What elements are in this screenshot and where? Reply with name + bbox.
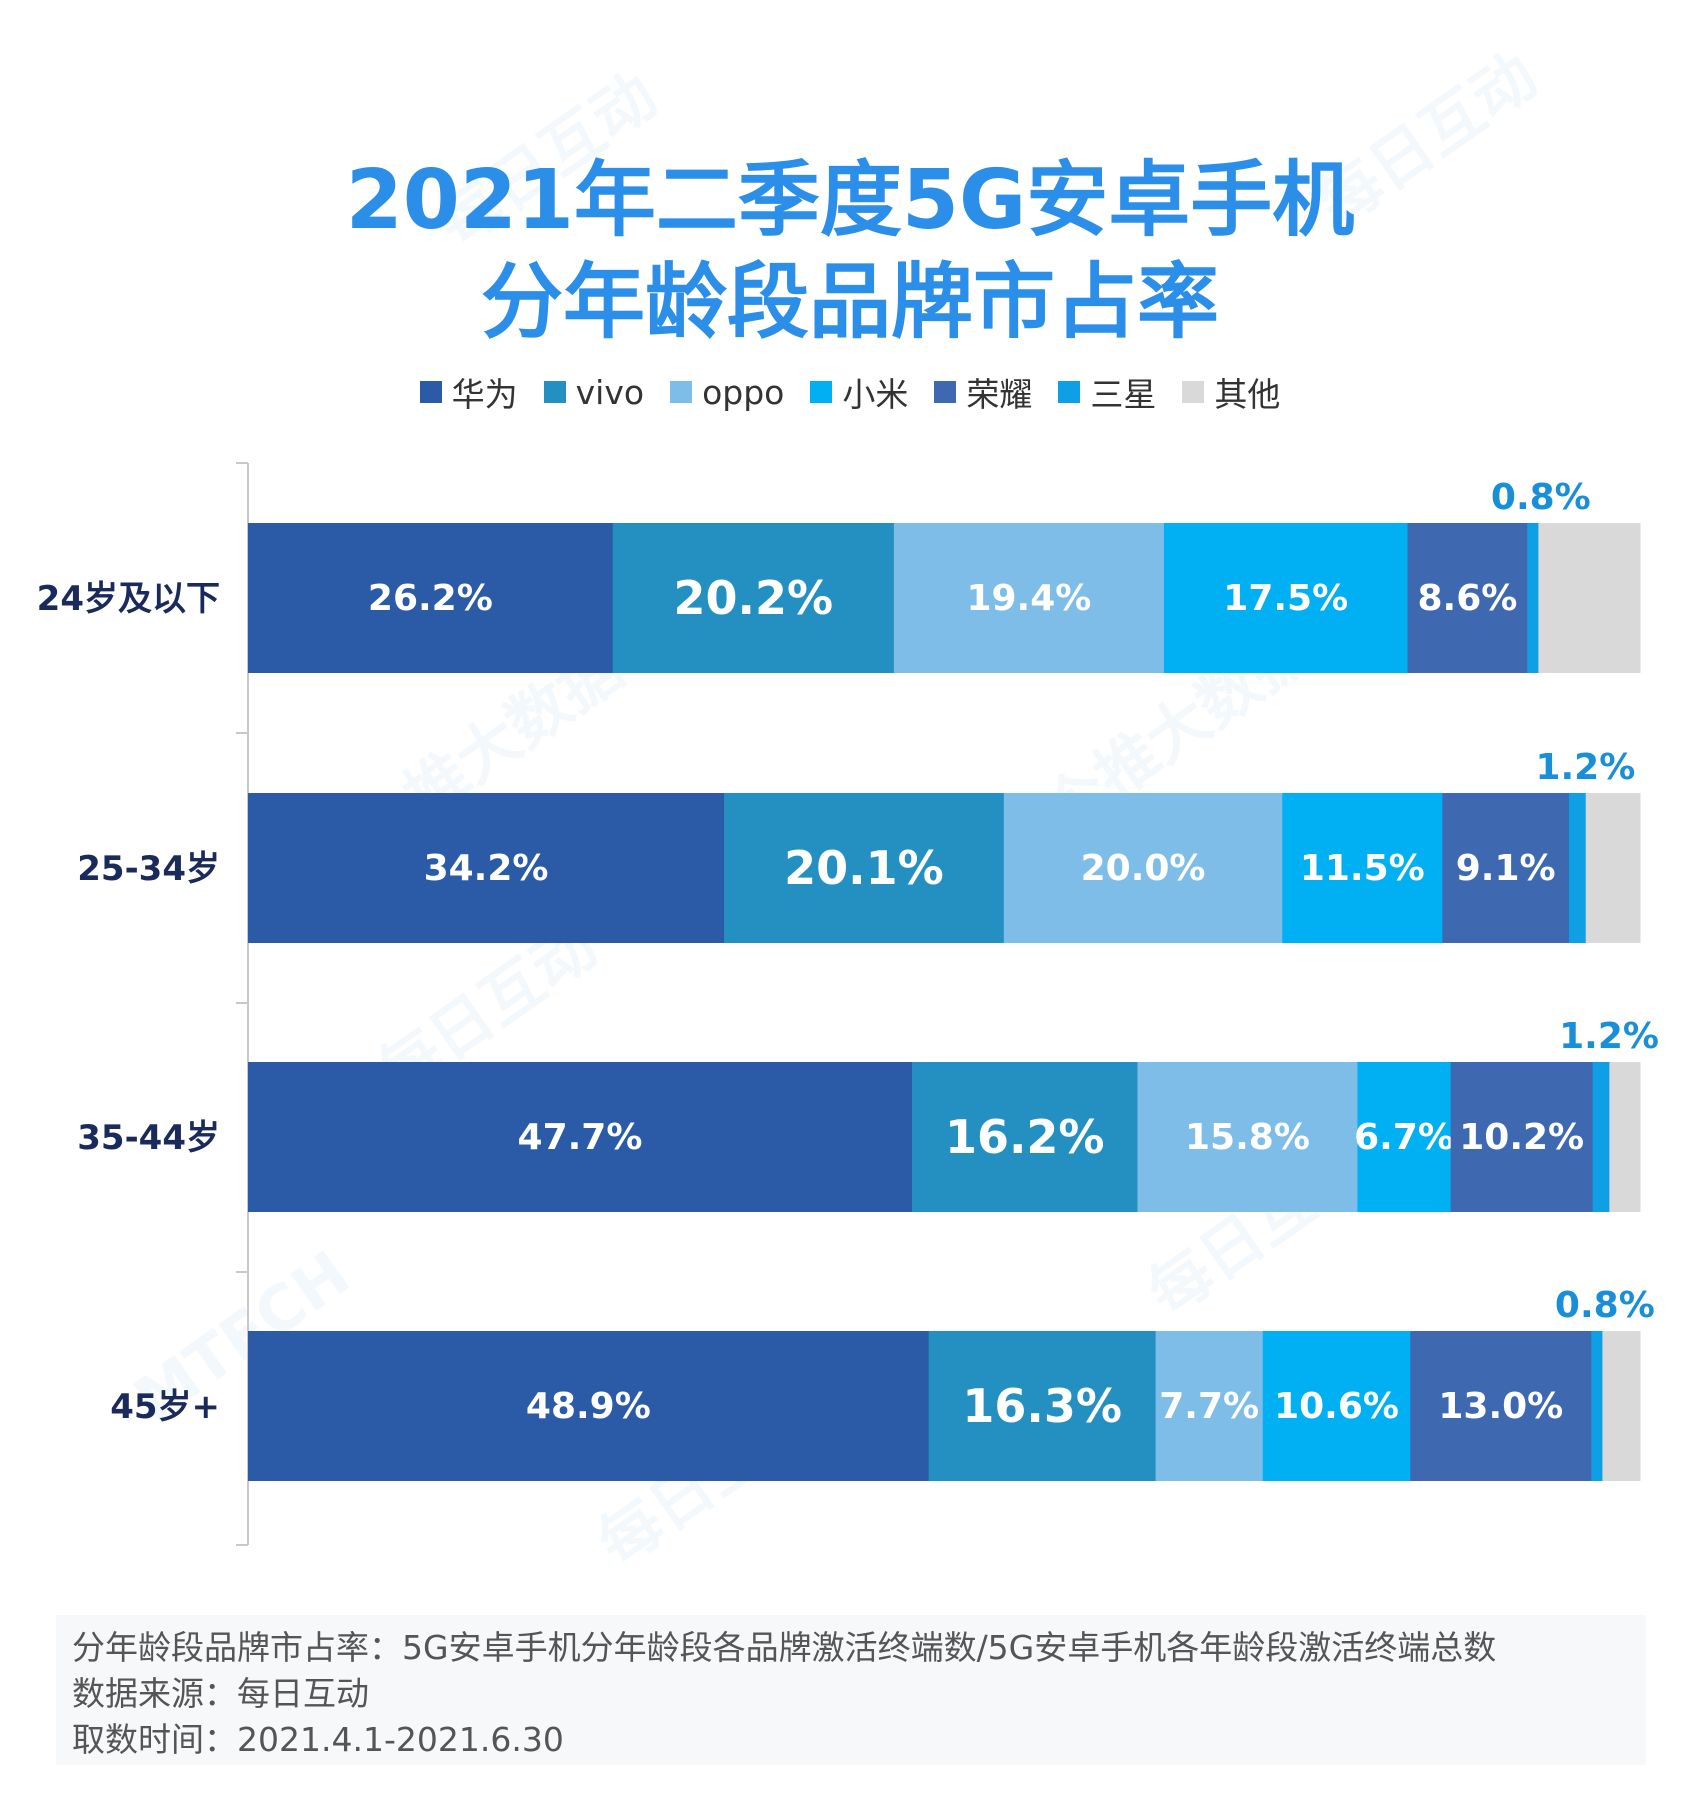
bar-segment-huawei <box>248 1331 930 1481</box>
bar-segment-vivo <box>911 1062 1138 1212</box>
data-label-vivo: 16.2% <box>945 1110 1105 1164</box>
category-label: 45岁+ <box>110 1387 220 1427</box>
data-label-xiaomi: 11.5% <box>1300 848 1425 889</box>
bar-segment-other <box>1538 523 1641 673</box>
bar-segment-huawei <box>248 523 614 673</box>
bar-segment-xiaomi <box>1282 793 1443 943</box>
data-label-honor: 10.2% <box>1459 1117 1584 1158</box>
legend-label-oppo: oppo <box>702 372 785 412</box>
data-label-honor: 8.6% <box>1417 578 1517 619</box>
bar-segment-xiaomi <box>1262 1331 1411 1481</box>
data-label-oppo: 15.8% <box>1185 1117 1310 1158</box>
chart-title-line-2: 分年龄段品牌市占率 <box>480 255 1219 350</box>
legend-label-samsung: 三星 <box>1090 375 1157 414</box>
legend-item-huawei: 华为 <box>419 368 518 416</box>
legend-swatch-other <box>1182 381 1205 403</box>
data-label-samsung: 0.8% <box>1491 477 1591 518</box>
bar-segment-huawei <box>248 793 725 943</box>
bar-segment-other <box>1609 1062 1641 1212</box>
legend-label-honor: 荣耀 <box>966 375 1033 414</box>
legend-label-huawei: 华为 <box>451 375 518 414</box>
bar-segment-samsung <box>1569 793 1587 943</box>
bar-segment-huawei <box>248 1062 913 1212</box>
bar-segment-samsung <box>1592 1062 1610 1212</box>
legend-item-other: 其他 <box>1182 368 1280 416</box>
category-label: 24岁及以下 <box>37 579 220 619</box>
category-label: 35-44岁 <box>77 1118 220 1158</box>
bar-segment-vivo <box>724 793 1005 943</box>
data-label-oppo: 7.7% <box>1159 1386 1259 1427</box>
legend-swatch-oppo <box>670 381 693 403</box>
data-label-oppo: 19.4% <box>966 578 1091 619</box>
category-label: 25-34岁 <box>77 849 220 889</box>
bar-segment-samsung <box>1527 523 1539 673</box>
bar-segment-other <box>1585 793 1641 943</box>
legend-item-oppo: oppo <box>670 373 784 412</box>
footnote-source: 数据来源：每日互动 <box>72 1674 369 1713</box>
bar-segment-oppo <box>1003 793 1283 943</box>
legend-item-samsung: 三星 <box>1058 368 1156 416</box>
bar-segment-xiaomi <box>1357 1062 1452 1212</box>
data-label-samsung: 1.2% <box>1559 1016 1659 1057</box>
legend-swatch-honor <box>934 381 957 403</box>
data-label-huawei: 26.2% <box>368 578 493 619</box>
bar-segment-oppo <box>1155 1331 1264 1481</box>
data-label-xiaomi: 6.7% <box>1354 1117 1454 1158</box>
bar-segment-honor <box>1450 1062 1594 1212</box>
bar-segment-honor <box>1407 523 1528 673</box>
bar-segment-samsung <box>1591 1331 1603 1481</box>
bar-segment-vivo <box>928 1331 1157 1481</box>
stacked-bar-chart: 24岁及以下 26.2% 20.2% 19.4% 17.5% 8.6% 0.8% 25-34岁… <box>37 462 1659 1546</box>
data-label-honor: 13.0% <box>1438 1386 1563 1427</box>
legend-swatch-huawei <box>419 381 442 403</box>
legend-item-xiaomi: 小米 <box>810 368 908 416</box>
bar-segment-oppo <box>1137 1062 1358 1212</box>
data-label-huawei: 34.2% <box>424 848 549 889</box>
footnote: 分年龄段品牌市占率：5G安卓手机分年龄段各品牌激活终端数/5G安卓手机各年龄段激… <box>56 1615 1646 1765</box>
data-label-huawei: 47.7% <box>518 1117 643 1158</box>
bar-segment-oppo <box>893 523 1165 673</box>
data-label-xiaomi: 17.5% <box>1223 578 1348 619</box>
legend-swatch-vivo <box>543 381 566 403</box>
data-label-vivo: 20.2% <box>673 571 833 625</box>
legend-item-vivo: vivo <box>543 372 645 412</box>
data-label-oppo: 20.0% <box>1081 848 1206 889</box>
legend-item-honor: 荣耀 <box>934 368 1032 416</box>
chart-title-line-1: 2021年二季度5G安卓手机 <box>345 153 1355 248</box>
bar-segment-honor <box>1410 1331 1592 1481</box>
data-label-vivo: 20.1% <box>784 841 944 895</box>
footnote-definition: 分年龄段品牌市占率：5G安卓手机分年龄段各品牌激活终端数/5G安卓手机各年龄段激… <box>72 1628 1497 1667</box>
bar-segment-xiaomi <box>1163 523 1409 673</box>
data-label-honor: 9.1% <box>1456 848 1556 889</box>
data-label-samsung: 0.8% <box>1555 1285 1655 1326</box>
data-label-xiaomi: 10.6% <box>1274 1386 1399 1427</box>
chart-title: 2021年二季度5G安卓手机 分年龄段品牌市占率 <box>0 150 1700 354</box>
bar-segment-other <box>1602 1331 1641 1481</box>
legend-swatch-samsung <box>1058 381 1081 403</box>
data-label-huawei: 48.9% <box>526 1386 651 1427</box>
bar-segment-vivo <box>612 523 895 673</box>
data-label-samsung: 1.2% <box>1535 747 1635 788</box>
data-label-vivo: 16.3% <box>962 1379 1122 1433</box>
legend-swatch-xiaomi <box>810 381 833 403</box>
legend-label-xiaomi: 小米 <box>842 375 909 414</box>
footnote-period: 取数时间：2021.4.1-2021.6.30 <box>72 1720 564 1759</box>
legend-label-vivo: vivo <box>575 372 645 412</box>
legend-label-other: 其他 <box>1214 375 1281 414</box>
bar-segment-honor <box>1442 793 1570 943</box>
chart-legend: 华为 vivo oppo 小米 荣耀 三星 其他 <box>0 368 1700 416</box>
